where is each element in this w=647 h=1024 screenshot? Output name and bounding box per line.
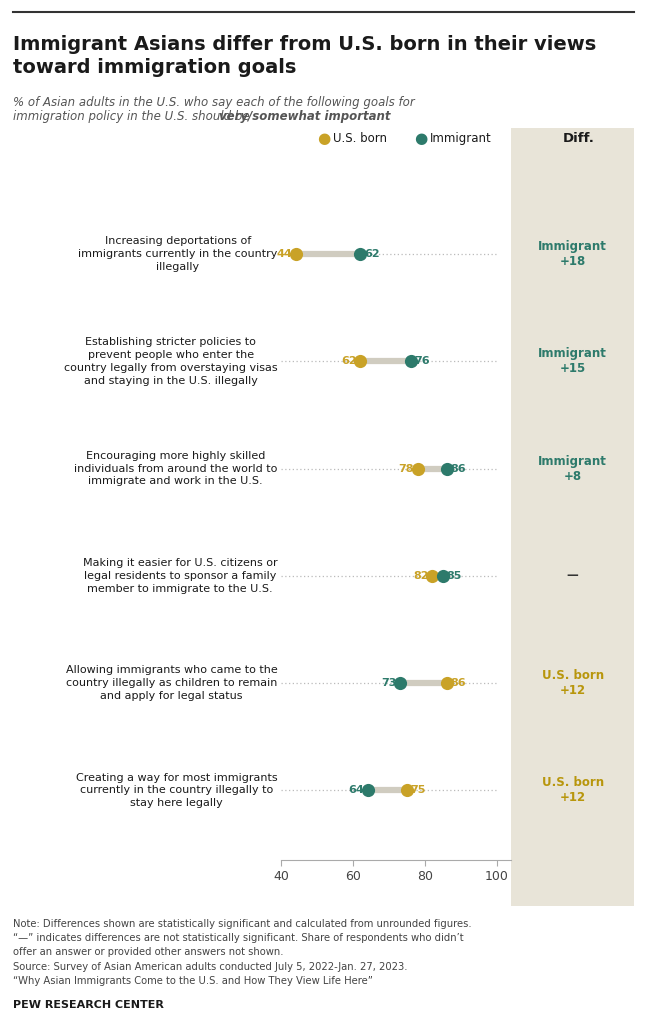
Text: —: —: [567, 569, 578, 583]
Text: Immigrant
+15: Immigrant +15: [538, 347, 607, 376]
Text: 44: 44: [276, 249, 292, 259]
Text: ●: ●: [414, 131, 427, 145]
Text: Immigrant
+8: Immigrant +8: [538, 455, 607, 482]
Point: [441, 675, 452, 691]
Point: [395, 675, 405, 691]
Text: Immigrant
+18: Immigrant +18: [538, 240, 607, 268]
Text: Diff.: Diff.: [563, 132, 595, 144]
Text: % of Asian adults in the U.S. who say each of the following goals for: % of Asian adults in the U.S. who say ea…: [13, 96, 415, 110]
Text: “—” indicates differences are not statistically significant. Share of respondent: “—” indicates differences are not statis…: [13, 933, 463, 943]
Text: Note: Differences shown are statistically significant and calculated from unroun: Note: Differences shown are statisticall…: [13, 919, 472, 929]
Text: Source: Survey of Asian American adults conducted July 5, 2022-Jan. 27, 2023.: Source: Survey of Asian American adults …: [13, 962, 408, 972]
Text: Making it easier for U.S. citizens or
legal residents to sponsor a family
member: Making it easier for U.S. citizens or le…: [83, 558, 278, 594]
Text: 62: 62: [364, 249, 380, 259]
Point: [406, 353, 416, 370]
Text: 82: 82: [413, 570, 428, 581]
Text: U.S. born: U.S. born: [333, 132, 387, 144]
Point: [355, 246, 366, 262]
Text: 78: 78: [399, 464, 414, 474]
Text: Creating a way for most immigrants
currently in the country illegally to
stay he: Creating a way for most immigrants curre…: [76, 773, 278, 808]
Point: [362, 782, 373, 799]
Text: immigration policy in the U.S. should be: immigration policy in the U.S. should be: [13, 110, 254, 123]
Text: Allowing immigrants who came to the
country illegally as children to remain
and : Allowing immigrants who came to the coun…: [65, 666, 278, 701]
Text: 62: 62: [341, 356, 356, 367]
Text: 75: 75: [411, 785, 426, 796]
Text: U.S. born
+12: U.S. born +12: [542, 669, 604, 697]
Point: [402, 782, 412, 799]
Text: 76: 76: [414, 356, 430, 367]
Text: “Why Asian Immigrants Come to the U.S. and How They View Life Here”: “Why Asian Immigrants Come to the U.S. a…: [13, 976, 373, 986]
Point: [427, 567, 437, 584]
Point: [438, 567, 448, 584]
Text: offer an answer or provided other answers not shown.: offer an answer or provided other answer…: [13, 947, 283, 957]
Text: ●: ●: [317, 131, 330, 145]
Point: [291, 246, 301, 262]
Point: [355, 353, 366, 370]
Text: Encouraging more highly skilled
individuals from around the world to
immigrate a: Encouraging more highly skilled individu…: [74, 451, 278, 486]
Text: Immigrant Asians differ from U.S. born in their views
toward immigration goals: Immigrant Asians differ from U.S. born i…: [13, 35, 596, 77]
Text: PEW RESEARCH CENTER: PEW RESEARCH CENTER: [13, 999, 164, 1010]
Text: 85: 85: [446, 570, 462, 581]
Text: 64: 64: [348, 785, 364, 796]
Point: [413, 461, 423, 477]
Text: Establishing stricter policies to
prevent people who enter the
country legally f: Establishing stricter policies to preven…: [64, 337, 278, 385]
Point: [441, 461, 452, 477]
Text: Increasing deportations of
immigrants currently in the country
illegally: Increasing deportations of immigrants cu…: [78, 237, 278, 271]
Text: very/somewhat important: very/somewhat important: [219, 110, 390, 123]
Text: U.S. born
+12: U.S. born +12: [542, 776, 604, 805]
Text: 86: 86: [450, 464, 466, 474]
Text: 86: 86: [450, 678, 466, 688]
Text: Immigrant: Immigrant: [430, 132, 492, 144]
Text: 73: 73: [381, 678, 396, 688]
